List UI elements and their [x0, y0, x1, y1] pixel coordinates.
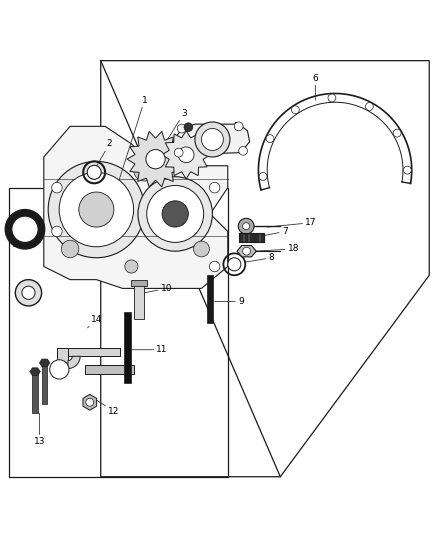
- Text: 9: 9: [215, 297, 244, 306]
- Circle shape: [79, 192, 114, 227]
- Circle shape: [61, 240, 79, 258]
- Circle shape: [243, 247, 251, 255]
- Circle shape: [48, 161, 145, 258]
- Circle shape: [291, 106, 299, 114]
- Text: 11: 11: [131, 345, 168, 354]
- Polygon shape: [30, 368, 40, 375]
- Circle shape: [228, 258, 241, 271]
- Text: 5: 5: [233, 122, 240, 148]
- Polygon shape: [127, 132, 184, 187]
- Polygon shape: [134, 284, 144, 319]
- Polygon shape: [207, 275, 213, 324]
- Circle shape: [259, 173, 267, 180]
- Polygon shape: [68, 356, 80, 368]
- Circle shape: [146, 150, 165, 169]
- Polygon shape: [131, 280, 147, 286]
- Polygon shape: [83, 394, 97, 410]
- Circle shape: [403, 166, 411, 174]
- Circle shape: [209, 182, 220, 193]
- Circle shape: [194, 241, 209, 257]
- Text: 6: 6: [312, 74, 318, 100]
- Circle shape: [15, 280, 42, 306]
- Circle shape: [266, 135, 274, 143]
- Circle shape: [138, 177, 212, 251]
- Polygon shape: [57, 348, 68, 369]
- Circle shape: [238, 219, 254, 234]
- Text: 13: 13: [34, 413, 45, 446]
- Text: 18: 18: [254, 245, 299, 254]
- Text: 1: 1: [114, 95, 148, 197]
- Circle shape: [393, 129, 401, 137]
- Polygon shape: [85, 365, 134, 374]
- Text: 17: 17: [267, 218, 317, 227]
- Polygon shape: [124, 312, 131, 383]
- Circle shape: [178, 147, 194, 163]
- Text: 16: 16: [12, 233, 24, 249]
- Polygon shape: [42, 365, 47, 405]
- Circle shape: [59, 172, 134, 247]
- Circle shape: [86, 398, 94, 406]
- Circle shape: [243, 223, 250, 230]
- Circle shape: [52, 182, 62, 193]
- Circle shape: [134, 159, 155, 181]
- Polygon shape: [239, 233, 243, 243]
- Circle shape: [239, 147, 247, 155]
- Polygon shape: [162, 131, 210, 179]
- Text: 3: 3: [162, 109, 187, 148]
- Polygon shape: [44, 126, 228, 288]
- Circle shape: [125, 260, 138, 273]
- Polygon shape: [68, 348, 120, 356]
- Text: 10: 10: [145, 284, 172, 293]
- Polygon shape: [173, 124, 250, 155]
- Circle shape: [209, 261, 220, 272]
- Circle shape: [174, 148, 183, 157]
- Circle shape: [201, 128, 223, 150]
- Polygon shape: [244, 233, 248, 243]
- Circle shape: [234, 122, 243, 131]
- Circle shape: [328, 94, 336, 102]
- Circle shape: [365, 102, 373, 110]
- Text: 7: 7: [263, 227, 288, 236]
- Circle shape: [177, 124, 186, 133]
- Polygon shape: [237, 246, 256, 257]
- Circle shape: [147, 185, 204, 243]
- Text: 14: 14: [88, 314, 102, 328]
- Circle shape: [184, 123, 193, 132]
- Text: 4: 4: [155, 157, 180, 170]
- Text: 8: 8: [245, 253, 275, 262]
- Text: 12: 12: [96, 400, 120, 416]
- Text: 2: 2: [94, 139, 112, 170]
- Text: 15: 15: [25, 293, 36, 306]
- Polygon shape: [249, 233, 254, 243]
- Circle shape: [5, 209, 45, 249]
- Circle shape: [12, 216, 38, 243]
- Circle shape: [195, 122, 230, 157]
- Polygon shape: [32, 374, 38, 413]
- Circle shape: [22, 286, 35, 300]
- Polygon shape: [254, 233, 259, 243]
- Polygon shape: [260, 233, 264, 243]
- Circle shape: [162, 201, 188, 227]
- Circle shape: [87, 165, 101, 179]
- Polygon shape: [39, 359, 50, 367]
- Circle shape: [50, 360, 69, 379]
- Circle shape: [52, 226, 62, 237]
